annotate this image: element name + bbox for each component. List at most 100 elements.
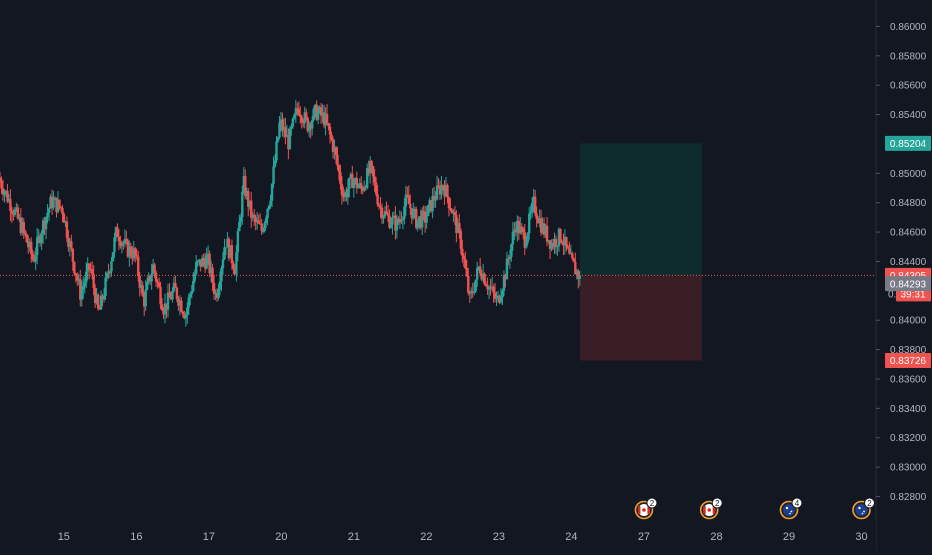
candle	[183, 310, 186, 320]
candle	[443, 180, 446, 205]
candle	[368, 156, 372, 184]
candle	[141, 281, 144, 297]
candle	[487, 284, 491, 300]
candle	[316, 105, 320, 125]
candle	[175, 286, 179, 303]
candle	[391, 212, 394, 235]
candle	[200, 254, 204, 268]
candle	[291, 117, 295, 129]
candle	[468, 290, 471, 303]
candle	[557, 227, 561, 252]
candle	[71, 248, 75, 271]
candle	[465, 260, 468, 278]
candle	[569, 244, 573, 255]
candle	[499, 288, 503, 304]
candle	[28, 238, 31, 252]
candle	[568, 241, 571, 255]
candle	[86, 257, 89, 281]
candle	[410, 208, 413, 225]
candle	[529, 205, 532, 220]
candle	[337, 163, 341, 181]
candle	[438, 180, 442, 201]
canada-flag-icon[interactable]: 2	[634, 497, 658, 520]
candle	[87, 262, 91, 279]
candle	[38, 232, 42, 247]
event-count: 2	[867, 499, 872, 508]
candle	[90, 261, 94, 280]
candle	[114, 226, 118, 242]
candle	[25, 233, 28, 243]
candle	[53, 196, 57, 201]
australia-flag-icon[interactable]: 4	[779, 497, 803, 520]
candle	[371, 165, 375, 186]
stop-loss-zone[interactable]	[580, 275, 702, 361]
candle	[333, 139, 336, 160]
candle	[336, 146, 339, 170]
bid-price-tag: 0.84293	[885, 276, 931, 292]
candle	[413, 206, 416, 219]
candle	[382, 214, 385, 224]
candle	[305, 108, 308, 121]
candle	[480, 269, 483, 281]
candle	[471, 282, 474, 298]
candle	[132, 241, 135, 262]
candle	[236, 228, 240, 262]
candle	[40, 230, 43, 251]
candle	[395, 214, 399, 239]
candle	[545, 216, 549, 247]
candle	[528, 206, 531, 240]
candle	[504, 273, 507, 288]
event-count: 2	[715, 499, 720, 508]
candle	[533, 189, 537, 217]
candle	[365, 163, 369, 190]
candle	[96, 293, 100, 311]
candle	[293, 113, 296, 120]
candle	[159, 281, 162, 310]
candle	[407, 185, 411, 205]
candle	[178, 295, 182, 316]
candle	[522, 226, 525, 240]
candle	[80, 280, 83, 307]
australia-flag-icon[interactable]: 2	[852, 497, 875, 520]
candle	[526, 231, 529, 246]
candle	[428, 197, 431, 213]
profit-zone[interactable]	[580, 143, 702, 276]
candle	[516, 215, 519, 242]
date-tick-label: 27	[638, 531, 650, 543]
candle	[145, 277, 149, 291]
time-axis[interactable]	[0, 520, 876, 550]
candle	[327, 122, 330, 131]
candle	[250, 191, 253, 228]
candle	[461, 239, 464, 263]
candle	[385, 201, 388, 215]
candle	[400, 211, 403, 225]
candle	[287, 128, 290, 160]
candle	[122, 240, 125, 250]
candle	[475, 261, 479, 287]
candle	[357, 183, 360, 189]
candle	[119, 235, 122, 249]
candle	[367, 160, 370, 177]
candle	[358, 178, 361, 189]
candle	[129, 242, 133, 259]
candle	[79, 269, 82, 307]
candle	[437, 177, 440, 189]
candle	[374, 176, 378, 197]
candle	[233, 264, 237, 275]
candle	[107, 263, 110, 279]
candle	[447, 196, 451, 217]
candle	[266, 207, 269, 226]
candle	[422, 205, 425, 221]
price-tick-label: 0.84000	[890, 316, 927, 327]
canada-flag-icon[interactable]: 2	[699, 497, 723, 520]
candle	[65, 216, 69, 243]
price-tick-label: 0.86000	[890, 22, 927, 33]
candle	[392, 211, 396, 218]
candle	[346, 179, 350, 205]
candle	[345, 187, 348, 202]
candle	[180, 296, 183, 313]
svg-text:39:31: 39:31	[900, 289, 925, 300]
svg-text:0.: 0.	[888, 289, 896, 300]
